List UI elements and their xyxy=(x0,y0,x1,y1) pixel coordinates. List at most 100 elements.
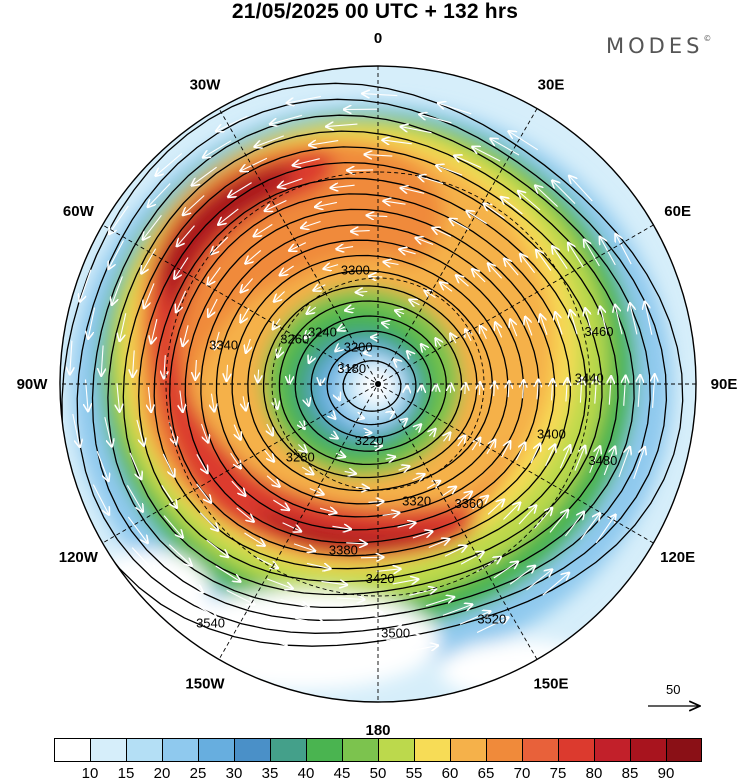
streamline-arrow xyxy=(460,552,484,565)
streamline-arrow xyxy=(595,515,615,544)
streamline-arrow xyxy=(215,565,241,582)
longitude-label: 30W xyxy=(190,76,222,93)
streamline-arrow xyxy=(600,307,608,335)
streamline-arrow xyxy=(88,307,96,339)
longitude-labels: 0 30E 60E 90E 120E 150E 180 150W 120W 90W 60W 30W xyxy=(17,30,738,739)
streamline-arrow xyxy=(174,257,189,279)
streamline-arrow xyxy=(120,313,127,341)
streamline-arrow xyxy=(295,618,326,625)
streamline-arrow xyxy=(520,254,536,274)
streamline-arrow xyxy=(412,531,433,539)
streamline-arrow xyxy=(395,311,405,314)
streamline-arrow xyxy=(302,467,313,474)
streamline-arrow xyxy=(86,379,89,411)
streamline-arrow xyxy=(104,416,112,447)
streamline-arrow xyxy=(382,323,390,325)
streamline-arrow xyxy=(401,188,425,193)
streamline-arrow xyxy=(545,445,556,467)
longitude-label: 150E xyxy=(533,676,568,693)
streamline-arrow xyxy=(493,562,518,579)
streamline-arrow xyxy=(234,424,240,440)
contour-label: 3420 xyxy=(366,571,395,586)
longitude-label: 120E xyxy=(660,549,695,566)
streamline-arrow xyxy=(383,201,406,204)
contour-line xyxy=(107,130,635,609)
brand-mark: © xyxy=(703,34,712,43)
colorbar-tick-label: 70 xyxy=(513,765,531,782)
streamline-arrow xyxy=(595,377,597,404)
streamline-arrow xyxy=(645,302,653,335)
streamline-arrow xyxy=(265,200,287,211)
streamline-arrow xyxy=(196,483,211,503)
streamline-arrow xyxy=(569,176,593,202)
streamline-arrow xyxy=(254,556,278,568)
streamline-arrow xyxy=(515,443,525,461)
streamline-arrow xyxy=(479,382,480,396)
streamline-arrow xyxy=(324,265,339,269)
streamline-arrow xyxy=(293,543,315,551)
streamline-arrow xyxy=(407,351,411,355)
streamline-arrow xyxy=(335,454,345,457)
colorbar-swatch xyxy=(594,738,630,762)
contour-line xyxy=(262,285,478,479)
streamline-arrow xyxy=(176,572,203,593)
streamline-arrow xyxy=(490,139,520,156)
colorbar-swatch xyxy=(234,738,270,762)
contour-label: 3500 xyxy=(381,625,410,640)
streamline-arrow xyxy=(401,127,432,134)
streamline-arrow xyxy=(518,191,541,211)
streamline-arrow xyxy=(438,103,472,115)
streamline-arrow xyxy=(509,566,535,585)
contour-line xyxy=(138,161,603,583)
colorbar-swatch xyxy=(558,738,594,762)
streamline-arrow xyxy=(421,344,426,350)
colorbar-swatch xyxy=(162,738,198,762)
streamline-arrow xyxy=(301,220,321,228)
streamline-arrow xyxy=(183,195,205,216)
streamline-arrow xyxy=(428,539,450,549)
streamline-arrow xyxy=(299,421,304,429)
streamline-arrow xyxy=(72,413,80,447)
longitude-label: 30E xyxy=(538,76,565,93)
longitude-label: 150W xyxy=(185,676,225,693)
streamline-arrow xyxy=(226,589,255,604)
streamline-arrow xyxy=(168,544,192,566)
streamline-arrow xyxy=(494,382,495,397)
streamline-arrow xyxy=(390,412,394,414)
streamline-arrow xyxy=(568,243,584,268)
streamline-arrow xyxy=(307,307,317,314)
streamline-arrow xyxy=(416,238,434,246)
streamline-arrow xyxy=(386,636,419,641)
streamline-arrow xyxy=(344,471,356,473)
streamline-arrow xyxy=(275,397,278,409)
streamline-arrow xyxy=(109,205,129,234)
contour-label: 3320 xyxy=(402,494,431,509)
contour-line xyxy=(278,300,463,466)
streamline-arrow xyxy=(399,249,416,254)
streamline-arrow xyxy=(287,95,322,103)
streamline-arrow xyxy=(332,526,351,529)
streamline-arrow xyxy=(289,374,290,384)
streamline-arrow xyxy=(376,569,401,572)
colorbar-tick-label: 75 xyxy=(549,765,567,782)
streamline-arrow xyxy=(503,503,521,520)
colorbar-swatch xyxy=(270,738,306,762)
streamline-arrow xyxy=(331,434,338,438)
streamline-arrow xyxy=(364,353,368,354)
pole-marker xyxy=(375,381,381,387)
streamline-arrow xyxy=(429,429,435,436)
streamline-arrow xyxy=(199,512,218,531)
streamline-arrow xyxy=(315,202,338,207)
streamline-arrow xyxy=(336,247,354,250)
streamline-arrow xyxy=(177,225,195,247)
streamline-arrow xyxy=(338,396,340,400)
streamline-arrow xyxy=(136,419,144,446)
contour-label: 3360 xyxy=(454,496,483,511)
streamline-arrow xyxy=(615,305,623,335)
streamline-arrow xyxy=(183,325,188,346)
streamline-arrow xyxy=(392,579,419,584)
colorbar-tick-label: 15 xyxy=(117,765,135,782)
streamline-arrow xyxy=(131,547,155,573)
brand-name: MODES xyxy=(606,34,704,58)
streamline-arrow xyxy=(258,369,259,383)
